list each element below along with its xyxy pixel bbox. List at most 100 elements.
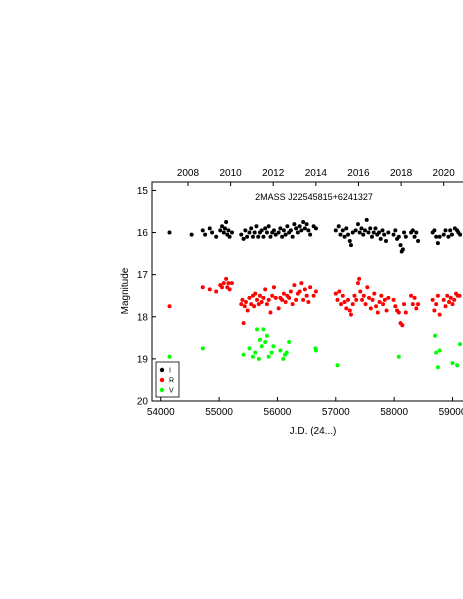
- point-I: [200, 228, 205, 233]
- point-I: [221, 230, 226, 235]
- point-V: [278, 348, 283, 353]
- point-I: [350, 230, 355, 235]
- point-I: [403, 234, 408, 239]
- point-R: [273, 295, 278, 300]
- point-R: [379, 293, 384, 298]
- legend-box: [155, 361, 180, 398]
- point-V: [247, 346, 252, 351]
- point-I: [210, 230, 215, 235]
- x-axis-top-years: 2008 2010 2012 2014 2016 2018 2020: [177, 168, 455, 186]
- point-R: [382, 297, 387, 302]
- point-V: [264, 333, 269, 338]
- point-R: [448, 295, 453, 300]
- point-I: [252, 230, 257, 235]
- point-R: [368, 306, 373, 311]
- point-R: [346, 297, 351, 302]
- point-I: [338, 232, 343, 237]
- point-I: [369, 234, 374, 239]
- point-R: [443, 304, 448, 309]
- x-tick-label: 56000: [264, 407, 292, 418]
- point-R: [229, 281, 234, 286]
- point-I: [249, 226, 254, 231]
- point-V: [335, 363, 340, 368]
- point-R: [434, 302, 439, 307]
- point-V: [313, 348, 318, 353]
- series-V: [167, 327, 463, 370]
- point-V: [263, 340, 268, 345]
- point-V: [396, 354, 401, 359]
- point-I: [276, 230, 281, 235]
- point-I: [340, 228, 345, 233]
- point-V: [266, 354, 271, 359]
- point-I: [250, 234, 255, 239]
- point-R: [355, 281, 360, 286]
- y-tick-label: 20: [137, 397, 149, 408]
- point-R: [299, 281, 304, 286]
- point-I: [336, 224, 341, 229]
- point-R: [297, 289, 302, 294]
- point-I: [348, 243, 353, 248]
- point-R: [256, 302, 261, 307]
- point-R: [226, 281, 231, 286]
- point-R: [257, 293, 262, 298]
- point-I: [371, 230, 376, 235]
- point-V: [437, 348, 442, 353]
- point-R: [450, 302, 455, 307]
- point-I: [355, 222, 360, 227]
- point-R: [268, 310, 273, 315]
- top-tick-label: 2018: [390, 168, 413, 179]
- point-I: [378, 236, 383, 241]
- point-I: [362, 228, 367, 233]
- point-V: [434, 350, 439, 355]
- point-I: [254, 224, 259, 229]
- point-R: [266, 297, 271, 302]
- point-I: [243, 228, 248, 233]
- point-I: [214, 234, 219, 239]
- point-I: [353, 228, 358, 233]
- point-R: [435, 293, 440, 298]
- point-I: [280, 234, 285, 239]
- x-tick-label: 58000: [380, 407, 408, 418]
- point-R: [270, 293, 275, 298]
- point-I: [227, 234, 232, 239]
- point-I: [364, 217, 369, 222]
- point-I: [400, 247, 405, 252]
- point-I: [449, 232, 454, 237]
- point-R: [243, 300, 248, 305]
- point-I: [285, 224, 290, 229]
- point-R: [430, 297, 435, 302]
- point-R: [264, 302, 269, 307]
- plot-frame: [151, 181, 463, 402]
- point-V: [255, 327, 260, 332]
- y-tick-label: 16: [137, 228, 149, 239]
- legend-label-V: V: [169, 388, 174, 395]
- point-R: [283, 300, 288, 305]
- top-tick-label: 2016: [347, 168, 370, 179]
- point-R: [287, 295, 292, 300]
- point-R: [437, 312, 442, 317]
- point-I: [435, 241, 440, 246]
- point-I: [366, 230, 371, 235]
- point-R: [363, 302, 368, 307]
- point-I: [458, 232, 463, 237]
- point-R: [259, 300, 264, 305]
- point-I: [368, 226, 373, 231]
- point-I: [294, 226, 299, 231]
- point-R: [445, 293, 450, 298]
- point-R: [242, 304, 247, 309]
- point-R: [304, 293, 309, 298]
- point-R: [348, 312, 353, 317]
- point-R: [247, 295, 252, 300]
- point-I: [386, 230, 391, 235]
- point-R: [263, 287, 268, 292]
- point-I: [302, 226, 307, 231]
- point-I: [266, 224, 271, 229]
- point-V: [269, 350, 274, 355]
- point-I: [308, 232, 313, 237]
- y-tick-label: 19: [137, 354, 149, 365]
- point-R: [377, 300, 382, 305]
- legend-marker-R: [159, 377, 165, 383]
- point-I: [263, 226, 268, 231]
- point-V: [435, 365, 440, 370]
- point-I: [346, 232, 351, 237]
